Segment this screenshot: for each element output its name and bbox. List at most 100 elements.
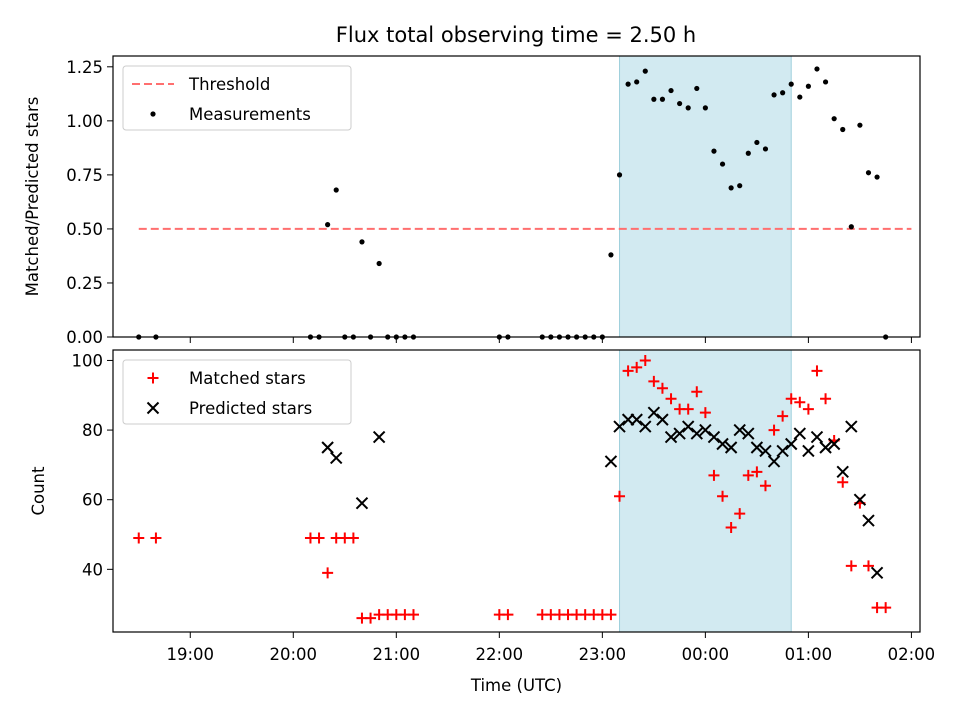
data-point: [639, 354, 651, 366]
data-point: [870, 566, 884, 580]
legend-box: [122, 65, 352, 131]
data-point: [802, 403, 814, 415]
data-point: [651, 96, 657, 102]
data-point: [699, 407, 711, 419]
legend-marker: [147, 372, 159, 384]
bottom-panel-counts: 40 60 80 100 19:00 20:00 21:00 22:00 23:00 00:00 0…: [29, 349, 936, 695]
data-point: [725, 522, 737, 534]
x-tick-label: 20:00: [270, 645, 318, 664]
data-point: [648, 375, 660, 387]
data-point: [694, 85, 700, 92]
data-point: [831, 116, 837, 122]
y-tick-label: 0.50: [66, 220, 103, 239]
data-point: [840, 126, 846, 133]
legend: Matched stars Predicted stars: [122, 359, 352, 425]
y-tick-label: 1.25: [66, 58, 103, 77]
data-point: [768, 424, 780, 436]
data-point: [365, 612, 377, 624]
data-point: [321, 441, 334, 454]
legend-label: Measurements: [189, 105, 311, 124]
data-point: [630, 413, 643, 426]
data-point: [614, 490, 626, 502]
data-point: [767, 455, 781, 468]
y-tick-label: 40: [82, 560, 103, 579]
data-point: [325, 222, 331, 228]
data-point: [880, 602, 892, 614]
data-point: [822, 79, 829, 85]
data-point: [322, 567, 334, 579]
data-point: [853, 493, 867, 506]
data-point: [708, 469, 720, 481]
data-point: [802, 444, 815, 458]
legend-box: [122, 359, 352, 425]
data-point: [702, 105, 708, 111]
data-point: [685, 105, 691, 111]
x-tick-label: 00:00: [682, 645, 730, 664]
data-point: [608, 252, 614, 258]
data-point: [794, 396, 806, 408]
data-point: [407, 609, 419, 621]
y-tick-label: 0.25: [66, 274, 103, 293]
data-point: [665, 393, 677, 405]
data-point: [874, 174, 880, 180]
x-tick-label: 23:00: [579, 645, 627, 664]
legend-marker: [146, 401, 160, 415]
data-point: [865, 170, 872, 176]
y-tick-label: 80: [82, 421, 103, 440]
data-point: [330, 451, 343, 465]
data-point: [691, 386, 703, 398]
shaded-region: [619, 349, 792, 633]
data-point: [751, 466, 763, 478]
data-point: [814, 66, 820, 72]
data-point: [793, 427, 807, 440]
data-point: [742, 469, 754, 481]
x-tick-label: 01:00: [785, 645, 833, 664]
x-tick-label: 02:00: [888, 645, 936, 664]
data-point: [613, 420, 626, 433]
data-point: [681, 420, 695, 433]
data-point: [372, 430, 386, 444]
data-point: [759, 480, 771, 492]
data-point: [862, 560, 874, 572]
data-point: [616, 172, 623, 178]
data-point: [837, 476, 849, 488]
data-point: [771, 92, 777, 98]
y-tick-label: 1.00: [66, 112, 103, 131]
data-point: [857, 122, 863, 128]
data-point: [836, 465, 849, 479]
data-point: [150, 532, 162, 544]
legend-label: Predicted stars: [189, 399, 312, 418]
data-point: [724, 441, 738, 454]
data-point: [668, 87, 674, 94]
data-point: [797, 94, 803, 100]
x-axis-label: Time (UTC): [470, 676, 562, 695]
chart-title: Flux total observing time = 2.50 h: [336, 23, 696, 47]
data-point: [502, 609, 514, 621]
data-point: [737, 183, 743, 189]
data-point: [659, 96, 666, 102]
data-point: [347, 532, 359, 544]
data-point: [673, 427, 686, 440]
data-point: [734, 508, 746, 520]
data-point: [707, 430, 721, 444]
y-axis-label: Count: [29, 466, 48, 516]
data-point: [785, 393, 797, 405]
data-point: [845, 560, 857, 572]
data-point: [776, 444, 789, 458]
data-point: [639, 420, 652, 433]
data-point: [605, 609, 617, 621]
x-tick-label: 19:00: [166, 645, 214, 664]
data-point: [810, 430, 824, 444]
top-panel-ratio: 0.00 0.25 0.50 0.75 1.00 1.25 Matched/Predicte…: [23, 55, 921, 347]
data-point: [780, 90, 786, 96]
data-point: [677, 100, 683, 107]
data-point: [133, 532, 145, 544]
legend-label: Threshold: [188, 75, 270, 94]
data-point: [642, 68, 648, 74]
data-point: [719, 161, 726, 167]
data-point: [785, 437, 798, 451]
data-point: [750, 441, 764, 454]
data-point: [716, 437, 729, 451]
y-axis-label: Matched/Predicted stars: [23, 97, 42, 297]
